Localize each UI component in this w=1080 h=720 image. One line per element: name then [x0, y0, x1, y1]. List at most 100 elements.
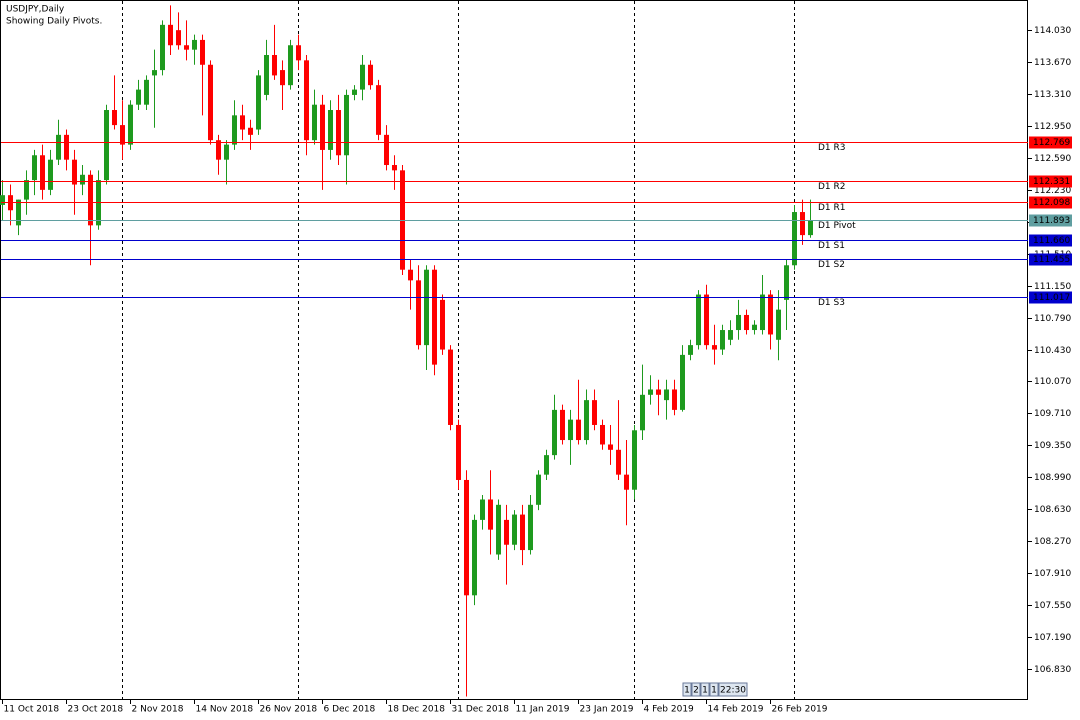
candle-body	[384, 134, 389, 166]
candle-body	[416, 280, 421, 346]
candle-body	[176, 30, 181, 46]
candle-body	[0, 195, 5, 205]
candle-body	[240, 115, 245, 130]
pivot-price-box	[1029, 175, 1072, 188]
y-tick-label: 112.950	[1034, 122, 1071, 132]
candle-body	[432, 269, 437, 365]
candle-body	[736, 314, 741, 331]
pivot-price-label: 112.331	[1033, 177, 1070, 187]
candle-body	[720, 330, 725, 350]
candle-body	[424, 269, 429, 346]
x-tick-label: 26 Feb 2019	[772, 705, 828, 715]
timer-text: 2	[693, 686, 699, 696]
candle-body	[456, 424, 461, 480]
x-tick-label: 23 Oct 2018	[68, 705, 124, 715]
pivot-price-label: 111.660	[1033, 236, 1070, 246]
x-tick-label: 14 Nov 2018	[196, 705, 254, 715]
y-tick-label: 108.990	[1034, 473, 1071, 483]
candle-body	[696, 294, 701, 346]
candle-body	[272, 55, 277, 76]
candle-body	[408, 269, 413, 281]
candle-body	[88, 174, 93, 226]
pivot-name: D1 R1	[818, 203, 846, 213]
candle-body	[336, 110, 341, 156]
candle-body	[624, 474, 629, 490]
candle-body	[576, 419, 581, 441]
candle-body	[360, 64, 365, 90]
timer-box	[682, 682, 692, 697]
x-tick-label: 4 Feb 2019	[644, 705, 695, 715]
y-tick-label: 110.430	[1034, 346, 1071, 356]
y-tick-label: 111.150	[1034, 282, 1071, 292]
candle-body	[680, 354, 685, 410]
candle-body	[104, 110, 109, 181]
candle-body	[608, 444, 613, 450]
candle-body	[224, 144, 229, 160]
candle-body	[320, 104, 325, 150]
candle-body	[32, 155, 37, 181]
pivot-price-box	[1029, 291, 1072, 304]
candle-body	[800, 212, 805, 236]
candle-body	[344, 94, 349, 156]
candle-body	[520, 514, 525, 551]
candle-body	[248, 127, 253, 135]
candle-body	[376, 85, 381, 135]
y-tick-label: 107.910	[1034, 569, 1071, 579]
candle-body	[216, 140, 221, 160]
candle-body	[672, 389, 677, 410]
timer-box	[691, 682, 701, 697]
y-tick-label: 108.630	[1034, 505, 1071, 515]
candle-body	[632, 430, 637, 490]
x-tick-label: 31 Dec 2018	[452, 705, 510, 715]
candle-body	[368, 64, 373, 86]
y-tick-label: 110.790	[1034, 314, 1071, 324]
candle-body	[808, 220, 813, 236]
candle-body	[168, 24, 173, 46]
candle-body	[440, 299, 445, 350]
pivot-name: D1 S2	[818, 260, 845, 270]
candle-body	[480, 499, 485, 520]
timer-box	[709, 682, 719, 697]
candle-body	[792, 212, 797, 266]
candle-body	[744, 314, 749, 331]
pivot-price-label: 111.017	[1033, 293, 1070, 303]
y-tick-label: 109.350	[1034, 441, 1071, 451]
candle-body	[304, 60, 309, 141]
candle-body	[40, 155, 45, 190]
candle-body	[600, 424, 605, 445]
candle-body	[528, 504, 533, 551]
plot-area	[0, 0, 1028, 700]
candle-body	[664, 389, 669, 401]
candle-body	[552, 409, 557, 456]
pivot-price-box	[1029, 253, 1072, 266]
candle-body	[488, 499, 493, 530]
candle-body	[64, 134, 69, 160]
y-tick-label: 107.550	[1034, 601, 1071, 611]
candle-body	[288, 45, 293, 86]
candle-body	[392, 165, 397, 171]
candle-body	[152, 70, 157, 76]
candle-body	[16, 199, 21, 226]
candle-body	[584, 400, 589, 441]
candle-body	[24, 180, 29, 200]
candle-body	[296, 45, 301, 61]
candle-body	[472, 519, 477, 596]
x-tick-label: 2 Nov 2018	[132, 705, 184, 715]
timer-text: 22:30	[720, 686, 746, 696]
candle-body	[192, 39, 197, 50]
timer-box	[700, 682, 710, 697]
y-tick-label: 109.710	[1034, 409, 1071, 419]
candle-body	[352, 89, 357, 95]
x-tick-label: 11 Oct 2018	[4, 705, 60, 715]
y-tick-label: 114.030	[1034, 26, 1071, 36]
x-tick-label: 6 Dec 2018	[324, 705, 376, 715]
candle-body	[640, 394, 645, 431]
pivot-name: D1 Pivot	[818, 221, 856, 231]
candle-body	[760, 294, 765, 331]
candle-body	[784, 265, 789, 300]
y-tick-label: 113.310	[1034, 90, 1071, 100]
timer-text: 1	[684, 686, 690, 696]
chart-subtitle: Showing Daily Pivots.	[6, 17, 102, 27]
candle-body	[184, 45, 189, 50]
